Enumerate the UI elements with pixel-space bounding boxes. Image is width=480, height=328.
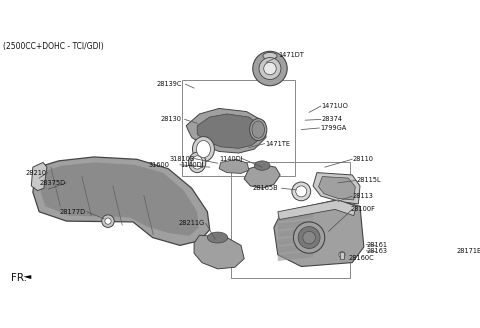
Text: 28161: 28161: [367, 242, 388, 248]
Text: 1471TE: 1471TE: [265, 141, 290, 147]
Text: 28210: 28210: [26, 170, 47, 175]
Circle shape: [292, 182, 311, 201]
Polygon shape: [278, 200, 356, 219]
Polygon shape: [278, 235, 313, 245]
Circle shape: [259, 58, 281, 79]
Polygon shape: [412, 253, 418, 263]
Circle shape: [339, 252, 345, 258]
Text: 28100F: 28100F: [350, 206, 375, 213]
Polygon shape: [197, 114, 262, 148]
Text: 28110: 28110: [353, 156, 374, 162]
Text: FR.: FR.: [11, 273, 27, 283]
Text: 1140DJ: 1140DJ: [219, 155, 242, 161]
Ellipse shape: [254, 161, 270, 170]
Text: (2500CC+DOHC - TCI/GDI): (2500CC+DOHC - TCI/GDI): [3, 42, 104, 51]
Ellipse shape: [189, 152, 206, 173]
Circle shape: [303, 231, 315, 244]
Text: 28163: 28163: [367, 248, 388, 254]
Ellipse shape: [252, 121, 264, 138]
Circle shape: [298, 227, 320, 249]
Text: 28375D: 28375D: [40, 180, 66, 186]
Polygon shape: [244, 165, 280, 188]
Ellipse shape: [207, 232, 228, 243]
Polygon shape: [274, 200, 364, 267]
Ellipse shape: [250, 119, 267, 140]
Text: 28115L: 28115L: [357, 177, 382, 183]
Polygon shape: [31, 162, 47, 191]
Circle shape: [411, 245, 419, 253]
Circle shape: [293, 222, 325, 253]
Ellipse shape: [192, 136, 215, 162]
Text: 1799GA: 1799GA: [320, 125, 346, 131]
Text: 1471UO: 1471UO: [322, 103, 348, 109]
Text: 28165B: 28165B: [252, 185, 278, 191]
Text: 31810B: 31810B: [169, 155, 195, 161]
Circle shape: [296, 186, 307, 197]
Text: 1471DT: 1471DT: [278, 52, 304, 58]
Polygon shape: [278, 243, 313, 253]
Polygon shape: [278, 212, 313, 222]
Ellipse shape: [192, 156, 203, 169]
Polygon shape: [278, 219, 313, 230]
Text: 28171B: 28171B: [457, 248, 480, 254]
Circle shape: [404, 249, 413, 259]
Circle shape: [105, 218, 111, 224]
Text: 28177D: 28177D: [60, 209, 86, 215]
Circle shape: [102, 215, 114, 227]
Bar: [231, 162, 350, 278]
Ellipse shape: [196, 140, 211, 158]
Text: 28160C: 28160C: [348, 255, 374, 261]
Polygon shape: [33, 157, 210, 245]
Text: 28139C: 28139C: [156, 81, 181, 87]
Polygon shape: [186, 109, 266, 153]
Polygon shape: [340, 252, 344, 259]
Polygon shape: [24, 275, 31, 279]
Polygon shape: [313, 173, 360, 204]
Polygon shape: [41, 162, 199, 236]
Polygon shape: [194, 235, 244, 269]
Text: 28130: 28130: [160, 116, 181, 122]
Bar: [181, 80, 295, 176]
Text: 28211G: 28211G: [179, 220, 205, 226]
Circle shape: [264, 62, 276, 75]
Circle shape: [253, 51, 287, 86]
Polygon shape: [219, 159, 249, 174]
Polygon shape: [278, 251, 313, 261]
Text: 28374: 28374: [322, 116, 343, 122]
Text: 28113: 28113: [353, 193, 374, 199]
Text: 31600: 31600: [149, 162, 170, 168]
Ellipse shape: [263, 52, 277, 59]
Polygon shape: [278, 227, 313, 237]
Text: 1140DJ: 1140DJ: [181, 162, 204, 168]
Polygon shape: [319, 176, 355, 200]
